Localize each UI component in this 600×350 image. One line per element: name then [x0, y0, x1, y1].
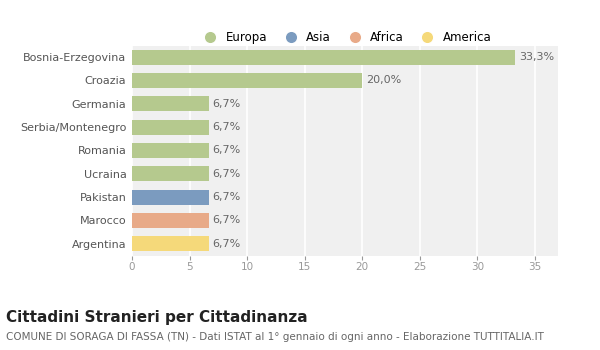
Bar [132, 213, 209, 228]
Text: Cittadini Stranieri per Cittadinanza: Cittadini Stranieri per Cittadinanza [6, 310, 308, 325]
Text: 6,7%: 6,7% [212, 122, 241, 132]
Bar [132, 73, 362, 88]
Bar [132, 143, 209, 158]
Bar [132, 96, 209, 111]
Bar [132, 166, 209, 181]
Bar [132, 120, 209, 135]
Text: 20,0%: 20,0% [366, 76, 401, 85]
Bar [132, 236, 209, 251]
Legend: Europa, Asia, Africa, America: Europa, Asia, Africa, America [194, 26, 496, 49]
Text: 6,7%: 6,7% [212, 239, 241, 249]
Text: 6,7%: 6,7% [212, 169, 241, 179]
Text: COMUNE DI SORAGA DI FASSA (TN) - Dati ISTAT al 1° gennaio di ogni anno - Elabora: COMUNE DI SORAGA DI FASSA (TN) - Dati IS… [6, 332, 544, 343]
Text: 6,7%: 6,7% [212, 216, 241, 225]
Text: 6,7%: 6,7% [212, 146, 241, 155]
Text: 6,7%: 6,7% [212, 192, 241, 202]
Bar [132, 50, 515, 65]
Text: 6,7%: 6,7% [212, 99, 241, 109]
Bar [132, 190, 209, 205]
Text: 33,3%: 33,3% [519, 52, 554, 62]
